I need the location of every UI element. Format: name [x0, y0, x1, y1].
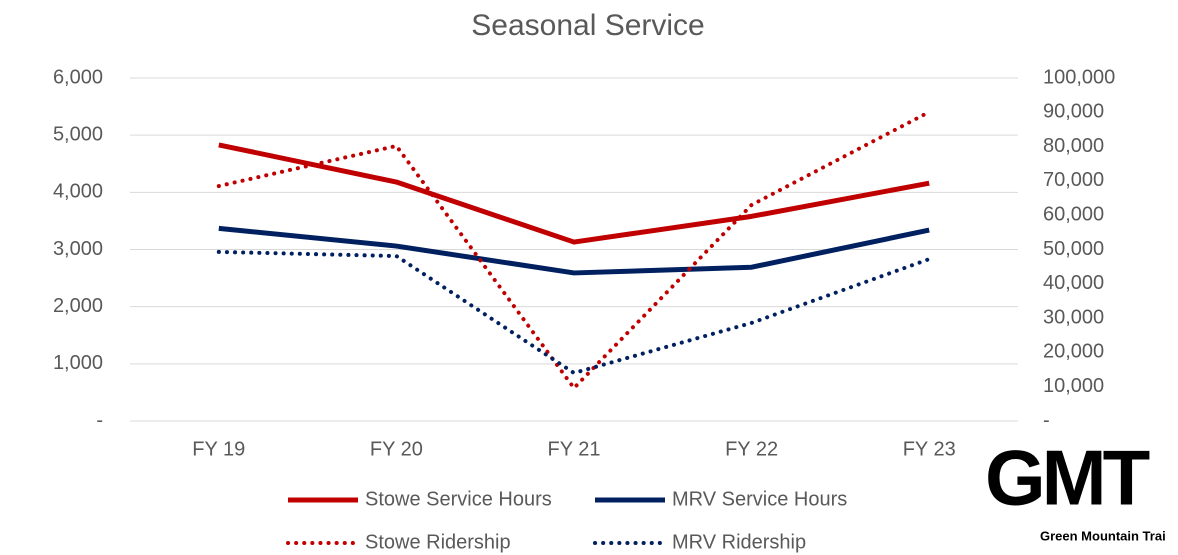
legend-label: MRV Ridership: [672, 531, 806, 553]
logo: GMT Green Mountain Trai: [985, 434, 1166, 544]
x-tick-label: FY 20: [370, 438, 423, 460]
y2-tick-label: 10,000: [1043, 375, 1104, 397]
x-tick-label: FY 22: [725, 438, 778, 460]
y-tick-label: -: [96, 409, 103, 431]
y2-tick-label: -: [1043, 409, 1050, 431]
legend-label: Stowe Ridership: [365, 531, 511, 553]
legend-label: Stowe Service Hours: [365, 488, 552, 510]
y2-tick-label: 30,000: [1043, 306, 1104, 328]
y2-tick-label: 100,000: [1043, 66, 1115, 88]
y2-tick-label: 80,000: [1043, 135, 1104, 157]
x-tick-label: FY 21: [548, 438, 601, 460]
series-line: [218, 142, 930, 245]
x-tick-label: FY 23: [903, 438, 956, 460]
y-tick-label: 1,000: [53, 352, 103, 374]
y-tick-label: 4,000: [53, 181, 103, 203]
y2-tick-label: 40,000: [1043, 272, 1104, 294]
series-line: [218, 225, 930, 276]
y-tick-label: 3,000: [53, 238, 103, 260]
legend-label: MRV Service Hours: [672, 488, 847, 510]
x-tick-label: FY 19: [192, 438, 245, 460]
y-tick-label: 6,000: [53, 66, 103, 88]
y-tick-label: 5,000: [53, 123, 103, 145]
y2-tick-label: 20,000: [1043, 341, 1104, 363]
y2-tick-label: 60,000: [1043, 203, 1104, 225]
logo-mark: GMT: [985, 434, 1150, 522]
series-line: [216, 109, 932, 391]
logo-name: Green Mountain Trai: [1040, 528, 1166, 543]
chart-title: Seasonal Service: [471, 9, 704, 42]
y2-tick-label: 50,000: [1043, 238, 1104, 260]
y2-tick-label: 70,000: [1043, 169, 1104, 191]
y-tick-label: 2,000: [53, 295, 103, 317]
series-line: [216, 249, 932, 375]
y2-tick-label: 90,000: [1043, 101, 1104, 123]
